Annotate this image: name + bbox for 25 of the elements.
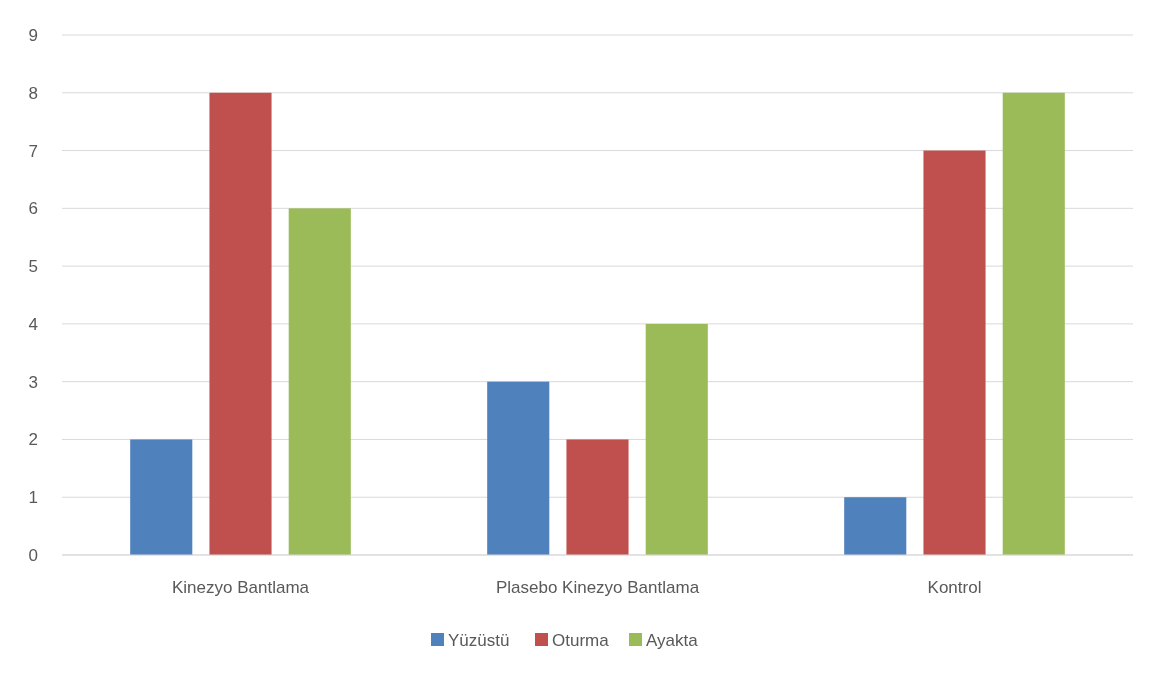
x-tick-label: Kontrol [927, 578, 982, 597]
y-tick-label: 1 [28, 488, 38, 508]
bar [130, 439, 193, 555]
bar [844, 497, 907, 555]
y-tick-label: 0 [28, 545, 38, 565]
y-tick-label: 7 [28, 141, 38, 161]
legend-label: Ayakta [646, 630, 699, 650]
y-tick-label: 4 [28, 314, 38, 334]
x-tick-label: Kinezyo Bantlama [171, 578, 310, 597]
y-tick-label: 8 [28, 83, 38, 103]
bar [645, 323, 708, 555]
y-tick-label: 6 [28, 199, 38, 219]
x-tick-label: Plasebo Kinezyo Bantlama [495, 578, 700, 597]
bar [209, 92, 272, 555]
legend-label: Yüzüstü [448, 630, 510, 650]
bar [923, 150, 986, 555]
y-tick-label: 9 [28, 25, 38, 45]
y-tick-label: 3 [28, 372, 38, 392]
bar [288, 208, 351, 555]
bar [1002, 92, 1065, 555]
bar [566, 439, 629, 555]
y-tick-label: 5 [28, 257, 38, 277]
bar [487, 381, 550, 555]
y-tick-label: 2 [28, 430, 38, 450]
legend-label: Oturma [552, 630, 610, 650]
